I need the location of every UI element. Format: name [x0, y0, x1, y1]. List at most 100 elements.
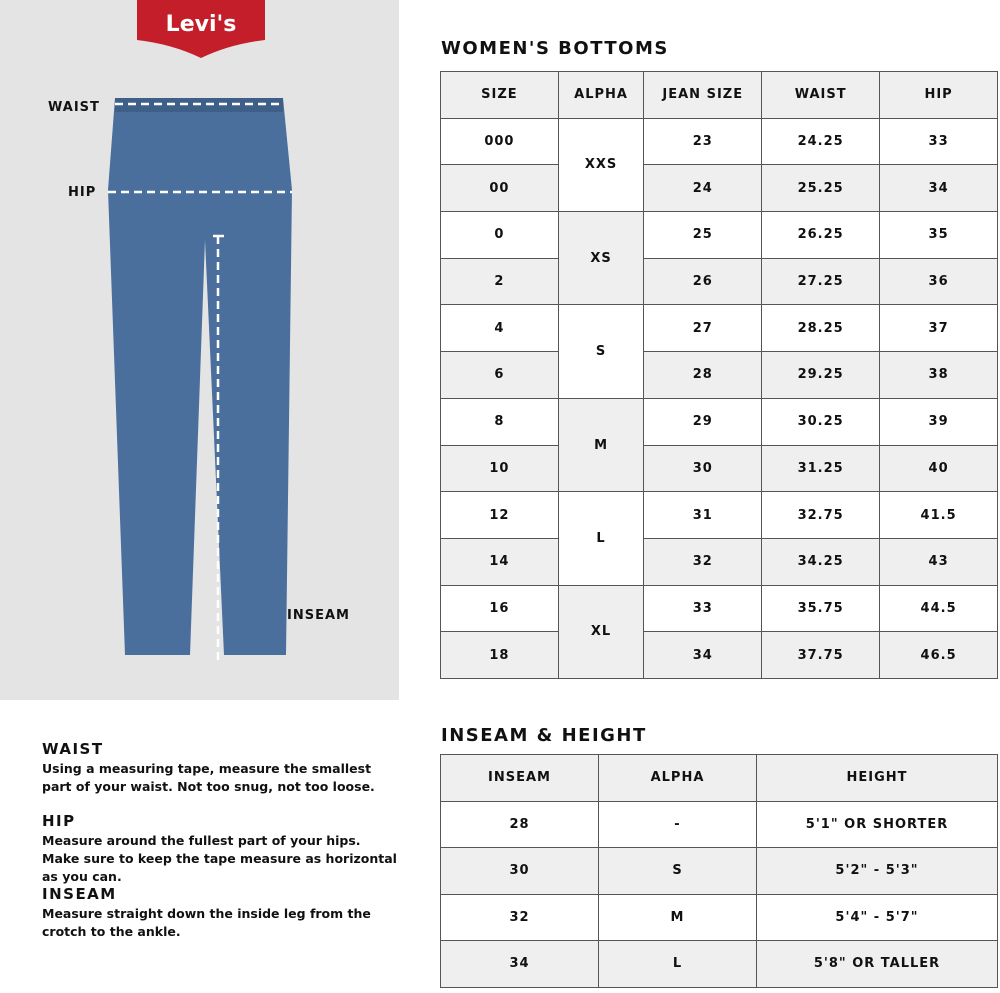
jeans-diagram-panel: Levi's WAIST HIP INSEAM	[0, 0, 399, 700]
table-cell: 30.25	[761, 397, 881, 446]
table-cell: 41.5	[879, 491, 998, 539]
alpha-cell: S	[557, 304, 645, 399]
svg-text:Levi's: Levi's	[166, 12, 237, 37]
instruction-hip: HIP Measure around the fullest part of y…	[42, 812, 402, 886]
alpha-cell: L	[557, 491, 645, 586]
table-cell: 31.25	[761, 444, 881, 493]
instruction-text: Using a measuring tape, measure the smal…	[42, 761, 375, 794]
table-cell: 35.75	[761, 584, 881, 633]
table-cell: 28.25	[761, 304, 881, 353]
table-cell: 32.75	[761, 491, 881, 539]
table-cell: 2	[440, 257, 559, 306]
table-cell: 32	[643, 537, 763, 586]
table-cell: 44.5	[879, 584, 998, 633]
table-cell: 37	[879, 304, 998, 353]
table-cell: 35	[879, 211, 998, 259]
column-header: INSEAM	[440, 754, 599, 802]
inseam-height-title: INSEAM & HEIGHT	[441, 725, 647, 746]
table-cell: 29.25	[761, 351, 881, 399]
column-header: HEIGHT	[756, 754, 998, 802]
table-cell: 31	[643, 491, 763, 539]
table-row: 6 28 29.25 38	[440, 351, 998, 399]
table-cell: -	[598, 800, 757, 848]
table-row: 10 30 31.25 40	[440, 444, 998, 493]
table-cell: S	[598, 847, 757, 895]
table-cell: 34.25	[761, 537, 881, 586]
column-header: HIP	[879, 71, 998, 119]
alpha-cell: XL	[557, 584, 645, 679]
alpha-cell: M	[557, 397, 645, 493]
table-cell: 8	[440, 397, 559, 446]
table-cell: 6	[440, 351, 559, 399]
table-cell: 27	[643, 304, 763, 353]
womens-bottoms-title: WOMEN'S BOTTOMS	[441, 38, 669, 59]
table-cell: 10	[440, 444, 559, 493]
table-row: 28-5'1" OR SHORTER	[440, 800, 998, 848]
waist-label: WAIST	[48, 100, 100, 115]
table-cell: 28	[643, 351, 763, 399]
table-cell: 29	[643, 397, 763, 446]
column-header: WAIST	[761, 71, 881, 119]
jeans-illustration: Levi's	[108, 0, 292, 662]
table-cell: 25.25	[761, 164, 881, 213]
table-row: 32 M 5'4" - 5'7"	[440, 893, 998, 941]
table-cell: 24	[643, 164, 763, 213]
table-cell: 32	[440, 893, 599, 941]
table-cell: 26.25	[761, 211, 881, 259]
column-header: ALPHA	[557, 71, 645, 119]
table-cell: 5'4" - 5'7"	[756, 893, 998, 941]
table-row: 34 L 5'8" OR TALLER	[440, 940, 998, 988]
inseam-height-table: INSEAM ALPHA HEIGHT 28-5'1" OR SHORTER 30 S 5'…	[440, 754, 998, 988]
alpha-cell: XXS	[557, 117, 645, 213]
table-cell: 36	[879, 257, 998, 306]
table-cell: 40	[879, 444, 998, 493]
table-cell: 14	[440, 537, 559, 586]
table-row: 12 L 31 32.75 41.5	[440, 491, 998, 586]
column-header: JEAN SIZE	[643, 71, 763, 119]
table-cell: 38	[879, 351, 998, 399]
table-row: 16 XL 33 35.75 44.5	[440, 584, 998, 679]
table-cell: 5'1" OR SHORTER	[756, 800, 998, 848]
table-cell: 00	[440, 164, 559, 213]
alpha-cell: XS	[557, 211, 645, 306]
levis-logo	[137, 0, 265, 58]
table-cell: 37.75	[761, 631, 881, 679]
instruction-title: WAIST	[42, 740, 104, 758]
table-cell: 34	[440, 940, 599, 988]
table-row: 00 24 25.25 34	[440, 164, 998, 213]
table-row: 14 32 34.25 43	[440, 537, 998, 586]
table-cell: 25	[643, 211, 763, 259]
table-cell: 5'8" OR TALLER	[756, 940, 998, 988]
table-row: 2 26 27.25 36	[440, 257, 998, 306]
hip-label: HIP	[68, 185, 97, 200]
instruction-text: Measure straight down the inside leg fro…	[42, 906, 371, 939]
table-row: 18 34 37.75 46.5	[440, 631, 998, 679]
instruction-title: INSEAM	[42, 885, 117, 903]
table-row: 0 XS 25 26.25 35	[440, 211, 998, 306]
table-cell: 30	[643, 444, 763, 493]
table-cell: M	[598, 893, 757, 941]
table-cell: 27.25	[761, 257, 881, 306]
table-cell: 34	[879, 164, 998, 213]
table-cell: 18	[440, 631, 559, 679]
table-row: 8 M 29 30.25 39	[440, 397, 998, 493]
table-cell: 30	[440, 847, 599, 895]
instruction-text: Measure around the fullest part of your …	[42, 833, 397, 884]
table-row: 000 XXS 23 24.25 33	[440, 117, 998, 213]
table-cell: 39	[879, 397, 998, 446]
table-cell: 12	[440, 491, 559, 539]
jeans-shape	[108, 98, 292, 655]
column-header: ALPHA	[598, 754, 757, 802]
table-cell: L	[598, 940, 757, 988]
table-cell: 000	[440, 117, 559, 166]
instruction-title: HIP	[42, 812, 76, 830]
table-cell: 16	[440, 584, 559, 633]
table-cell: 33	[643, 584, 763, 633]
table-cell: 43	[879, 537, 998, 586]
table-cell: 28	[440, 800, 599, 848]
table-cell: 24.25	[761, 117, 881, 166]
table-cell: 46.5	[879, 631, 998, 679]
instruction-waist: WAIST Using a measuring tape, measure th…	[42, 740, 402, 796]
table-cell: 5'2" - 5'3"	[756, 847, 998, 895]
table-cell: 26	[643, 257, 763, 306]
